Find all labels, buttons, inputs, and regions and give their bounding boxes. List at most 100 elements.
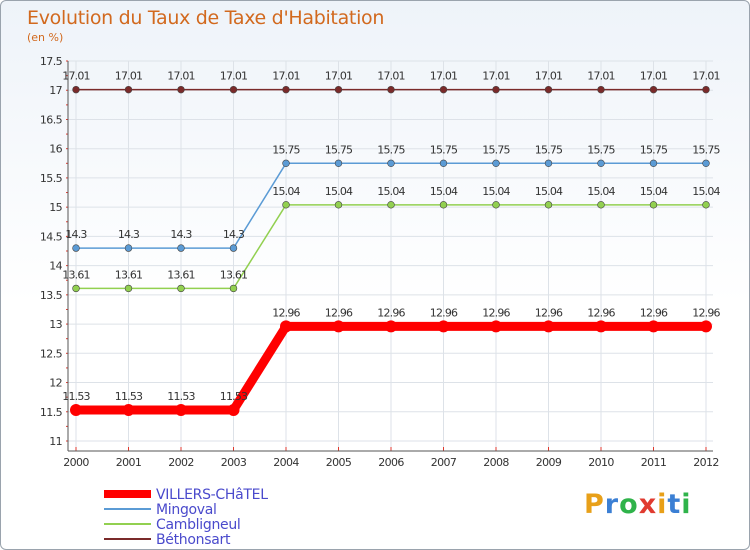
y-tick-label: 11 [49,435,62,448]
data-point [124,85,133,94]
data-point [72,85,80,94]
data-point [387,201,395,209]
y-tick-label: 14.5 [40,230,63,243]
data-label: 12.96 [325,306,353,319]
x-tick-label: 2007 [431,456,457,469]
data-label: 15.04 [377,185,405,198]
data-point [177,284,185,293]
data-point [544,85,553,94]
data-point [334,201,343,209]
data-label: 15.04 [692,185,720,198]
y-tick-label: 16 [49,143,62,156]
data-label: 17.01 [692,70,720,83]
data-label: 15.04 [272,185,300,198]
data-point [334,159,343,168]
data-label: 17.01 [535,70,563,83]
data-point [72,284,80,293]
data-point [597,85,605,94]
data-point [282,85,290,94]
data-point [544,159,553,168]
data-label: 17.01 [272,70,300,83]
data-label: 17.01 [430,70,458,83]
data-point [597,201,605,209]
data-point [439,159,448,168]
data-point [702,85,710,94]
data-label: 17.01 [62,70,90,83]
x-tick-label: 2001 [116,456,142,469]
data-label: 12.96 [535,306,563,319]
data-point [702,159,710,168]
logo-letter: t [667,489,682,520]
data-point [439,85,448,94]
logo-letter: x [638,489,658,520]
y-tick-label: 15 [49,201,62,214]
data-label: 15.04 [535,185,563,198]
data-point [122,404,135,417]
data-label: 17.01 [377,70,405,83]
y-tick-label: 15.5 [40,172,63,185]
data-point [492,201,500,209]
data-label: 15.75 [482,143,510,156]
x-tick-label: 2008 [483,456,509,469]
data-point [177,85,185,94]
series-layer [70,85,712,417]
y-tick-label: 17 [49,84,62,97]
data-label: 12.96 [640,306,668,319]
data-point [700,320,712,333]
logo-letter: r [604,489,620,520]
data-label: 17.01 [640,70,668,83]
data-point [492,159,500,168]
data-point [387,159,395,168]
data-label: 15.04 [325,185,353,198]
y-axis-ticks: 11 11.5 12 12.5 13 13.5 14 14.5 15 15.5 16 16.5 17 17… [40,55,63,448]
data-point [647,320,660,333]
chart-unit-label: (en %) [27,31,64,44]
y-tick-label: 13 [49,318,62,331]
proxiti-logo: Proxiti [584,489,692,520]
data-label: 15.75 [430,143,458,156]
legend-label: Cambligneul [156,517,241,533]
legend-label: Béthonsart [156,532,231,548]
logo-letter: i [657,489,668,520]
data-point [282,159,290,168]
y-tick-label: 11.5 [40,406,63,419]
data-point [490,320,502,333]
data-label: 11.53 [167,390,195,403]
data-label: 15.04 [430,185,458,198]
data-label: 15.75 [325,143,353,156]
data-point [595,320,607,333]
data-point [332,320,345,333]
data-label: 15.75 [535,143,563,156]
data-point [649,85,658,94]
data-labels-layer: 17.01 17.01 17.01 17.01 17.01 17.01 17.01 17.01… [62,70,721,403]
data-point [544,201,553,209]
logo-letter: i [681,489,692,520]
data-label: 17.01 [482,70,510,83]
y-tick-label: 16.5 [40,113,63,126]
data-label: 17.01 [325,70,353,83]
y-tick-label: 12.5 [40,347,63,360]
data-label: 15.75 [692,143,720,156]
y-tick-label: 13.5 [40,289,63,302]
data-point [702,201,710,209]
data-label: 14.3 [65,228,87,241]
legend: VILLERS-CHâTELMingovalCambligneulBéthons… [104,487,268,548]
data-point [175,404,187,417]
data-point [437,320,450,333]
data-point [124,284,133,293]
x-tick-label: 2003 [221,456,247,469]
legend-label: Mingoval [156,502,217,518]
data-label: 13.61 [62,268,90,281]
data-point [177,244,185,252]
legend-label: VILLERS-CHâTEL [156,487,268,503]
data-point [229,284,238,293]
logo-letter: o [619,489,639,520]
data-label: 17.01 [220,70,248,83]
data-label: 13.61 [115,268,143,281]
x-tick-label: 2009 [536,456,562,469]
data-point [70,404,82,417]
data-label: 17.01 [587,70,615,83]
x-tick-label: 2010 [588,456,614,469]
